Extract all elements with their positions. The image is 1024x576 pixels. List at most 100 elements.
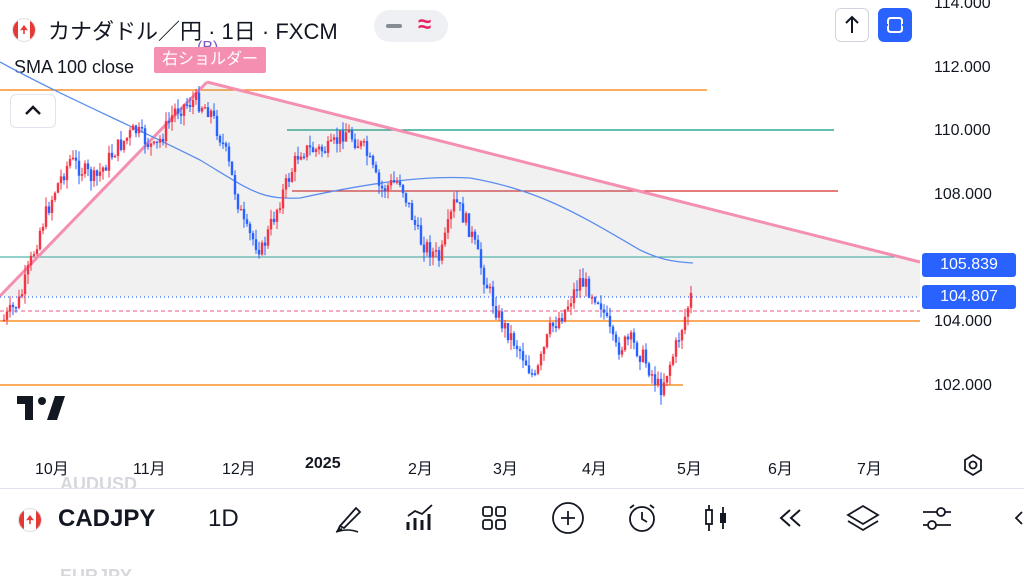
candle-body bbox=[548, 322, 552, 335]
candle-body bbox=[371, 155, 375, 165]
alert-button[interactable] bbox=[622, 500, 662, 536]
candle-body bbox=[425, 242, 429, 253]
layers-button[interactable] bbox=[843, 500, 883, 536]
candle-body bbox=[194, 92, 198, 100]
candle-body bbox=[590, 297, 594, 299]
candle-body bbox=[491, 286, 495, 306]
candle-body bbox=[200, 107, 204, 112]
price-chart[interactable] bbox=[0, 0, 1024, 488]
chart-style-button[interactable] bbox=[696, 500, 736, 536]
candle-body bbox=[179, 113, 183, 116]
candle-body bbox=[449, 211, 453, 220]
fullscreen-button[interactable] bbox=[878, 8, 912, 42]
replay-button[interactable] bbox=[770, 500, 810, 536]
candle-body bbox=[500, 311, 504, 329]
price-label-alert: 105.839 bbox=[922, 253, 1016, 277]
candle-body bbox=[683, 316, 687, 331]
time-label: 2025 bbox=[305, 455, 341, 472]
candle-body bbox=[362, 141, 366, 143]
symbol-selector[interactable]: CADJPY bbox=[58, 505, 156, 532]
candle-body bbox=[14, 307, 18, 309]
price-tick: 108.000 bbox=[934, 186, 992, 203]
candle-body bbox=[32, 254, 36, 256]
candle-body bbox=[620, 350, 624, 355]
indicators-button[interactable] bbox=[400, 500, 440, 536]
candle-body bbox=[458, 202, 462, 204]
candle-body bbox=[617, 342, 621, 355]
candle-body bbox=[509, 333, 513, 341]
candle-body bbox=[254, 239, 258, 250]
candle-body bbox=[158, 138, 162, 143]
settings-button[interactable] bbox=[917, 500, 957, 536]
candle-body bbox=[122, 140, 126, 150]
candle-body bbox=[104, 167, 108, 171]
candle-body bbox=[434, 250, 438, 252]
candle-body bbox=[29, 255, 33, 266]
candles-group bbox=[2, 86, 693, 405]
candle-body bbox=[539, 354, 543, 366]
candle-body bbox=[68, 159, 72, 166]
candle-body bbox=[545, 334, 549, 348]
candles-icon bbox=[705, 505, 726, 531]
candle-body bbox=[569, 303, 573, 307]
candle-body bbox=[596, 302, 600, 304]
candle-body bbox=[485, 284, 489, 289]
draw-tool-button[interactable] bbox=[328, 500, 368, 536]
more-tools-button[interactable] bbox=[1004, 500, 1024, 536]
time-label: 11月 bbox=[133, 461, 166, 478]
candle-body bbox=[140, 127, 144, 129]
candle-body bbox=[536, 365, 540, 374]
candle-body bbox=[284, 178, 288, 190]
add-button[interactable] bbox=[548, 500, 588, 536]
candle-body bbox=[428, 242, 432, 258]
symbol-title[interactable]: カナダドル／円 · 1日 · FXCM bbox=[48, 19, 338, 44]
interval-selector[interactable]: 1D bbox=[208, 505, 239, 532]
fullscreen-icon bbox=[884, 17, 906, 33]
candle-body bbox=[320, 146, 324, 152]
candle-body bbox=[506, 323, 510, 341]
candle-body bbox=[476, 239, 480, 250]
candle-body bbox=[404, 193, 408, 203]
price-label-last: 104.807 bbox=[922, 285, 1016, 309]
approx-icon[interactable]: ≈ bbox=[418, 11, 432, 38]
candle-body bbox=[95, 170, 99, 176]
candle-body bbox=[629, 332, 633, 340]
layout-button[interactable] bbox=[474, 500, 514, 536]
candle-body bbox=[236, 194, 240, 210]
candle-body bbox=[686, 307, 690, 317]
candle-body bbox=[155, 141, 159, 143]
candle-body bbox=[44, 206, 48, 227]
minus-icon[interactable] bbox=[386, 24, 402, 28]
chart-type-toggle[interactable]: ≈ bbox=[374, 10, 448, 42]
price-tick: 110.000 bbox=[934, 122, 991, 139]
candle-body bbox=[2, 319, 6, 322]
trendline-down[interactable] bbox=[206, 80, 921, 264]
candle-body bbox=[572, 289, 576, 304]
chevron-left-icon bbox=[1014, 511, 1023, 525]
candle-body bbox=[113, 155, 117, 158]
candle-body bbox=[554, 326, 558, 329]
candle-body bbox=[479, 249, 483, 268]
scroll-top-button[interactable] bbox=[835, 8, 869, 42]
axis-settings-icon[interactable] bbox=[960, 452, 986, 478]
candle-body bbox=[8, 304, 12, 312]
bottom-toolbar bbox=[0, 488, 1024, 553]
candle-body bbox=[107, 152, 111, 171]
collapse-legend-button[interactable] bbox=[10, 94, 56, 128]
candle-body bbox=[671, 356, 675, 365]
time-label: 4月 bbox=[582, 461, 607, 478]
candle-body bbox=[230, 161, 234, 175]
sma-legend[interactable]: SMA 100 close bbox=[14, 57, 135, 77]
candle-body bbox=[50, 199, 54, 213]
layout-grid-icon bbox=[482, 506, 506, 530]
candle-body bbox=[632, 332, 636, 343]
candle-body bbox=[563, 309, 567, 322]
candle-body bbox=[23, 274, 27, 295]
chevron-up-icon bbox=[25, 105, 41, 115]
candle-body bbox=[518, 349, 522, 352]
candle-body bbox=[77, 160, 81, 176]
candle-body bbox=[395, 181, 399, 183]
candle-body bbox=[467, 213, 471, 237]
candle-body bbox=[482, 267, 486, 285]
candle-body bbox=[488, 286, 492, 289]
